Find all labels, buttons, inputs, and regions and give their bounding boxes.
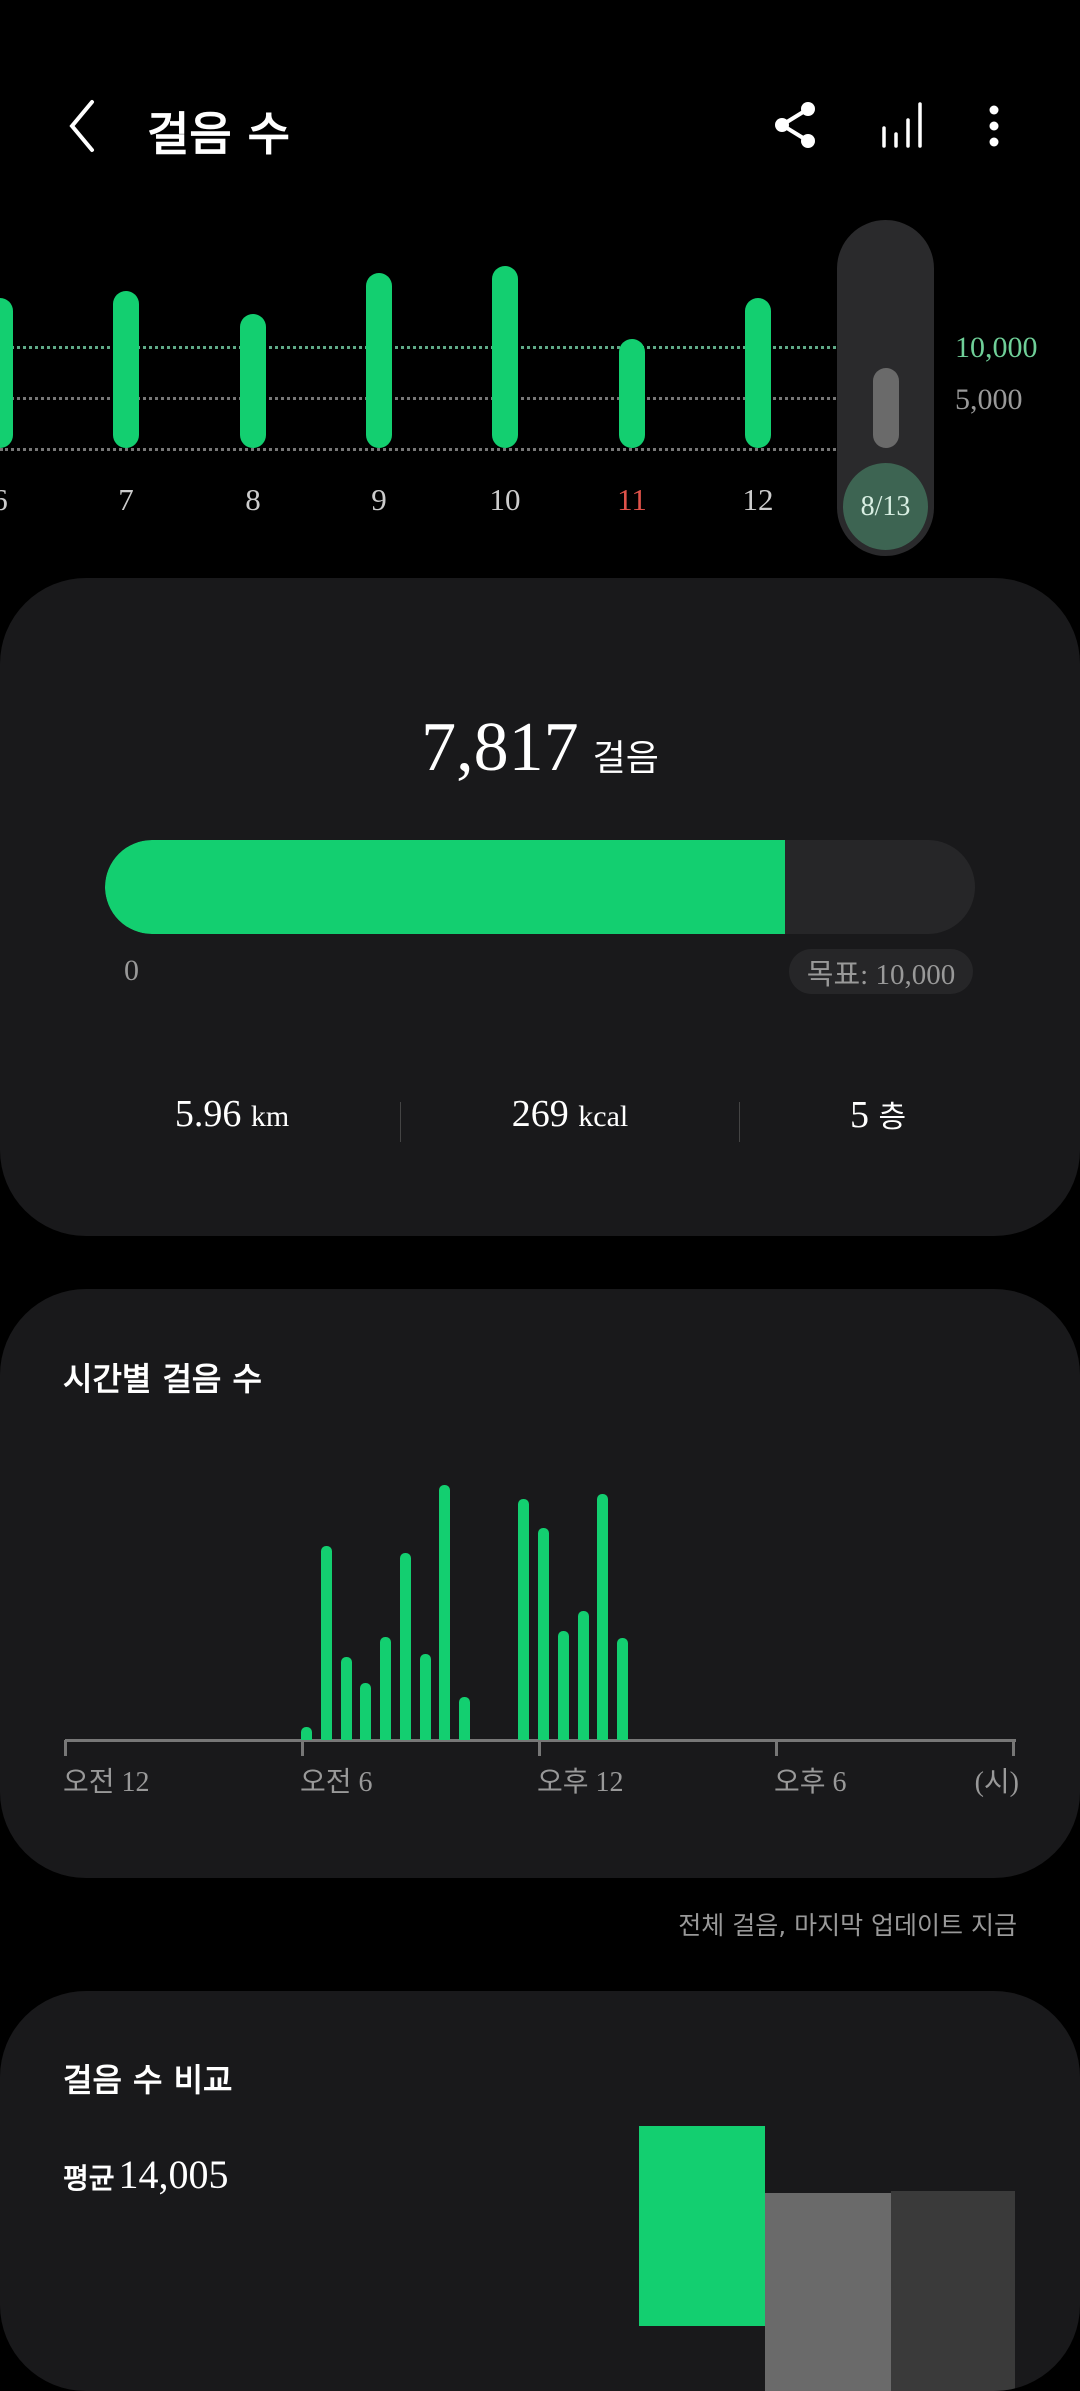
- weekly-bar-11[interactable]: [619, 338, 645, 448]
- x-axis-label: 오후 12: [537, 1767, 624, 1798]
- more-options-button[interactable]: [982, 104, 1006, 148]
- compare-bar-me: [639, 2126, 765, 2326]
- hourly-bar: [340, 1657, 352, 1740]
- distance-unit: km: [250, 1100, 290, 1133]
- hourly-bar: [518, 1498, 530, 1740]
- day-label[interactable]: 8: [245, 482, 261, 517]
- hourly-bar: [380, 1636, 391, 1740]
- divider: [739, 1102, 740, 1142]
- distance-stat: 5.96 km: [82, 1092, 382, 1136]
- back-chevron-icon: [69, 100, 94, 152]
- hourly-bar: [399, 1552, 411, 1740]
- x-axis-tick: [1012, 1740, 1015, 1756]
- hourly-bar: [538, 1527, 549, 1740]
- summary-card: 7,817 걸음 0 목표: 10,000 5.96 km 269 kcal 5…: [0, 578, 1080, 1236]
- day-label[interactable]: 6: [0, 482, 8, 517]
- chart-bars-icon: [882, 102, 922, 148]
- floors-value: 5: [849, 1094, 869, 1136]
- x-axis-label: 오전 6: [300, 1767, 373, 1798]
- hourly-title: 시간별 걸음 수: [63, 1360, 262, 1398]
- compare-title: 걸음 수 비교: [63, 2061, 233, 2099]
- gridline-5000: [0, 397, 836, 400]
- goal-progress-fill: [105, 840, 786, 934]
- hourly-bar: [320, 1546, 332, 1740]
- compare-bar-average: [765, 2193, 891, 2391]
- distance-value: 5.96: [174, 1093, 242, 1135]
- selected-day-label: 8/13: [860, 490, 911, 522]
- day-label[interactable]: 12: [742, 482, 774, 517]
- goal-label[interactable]: 목표: 10,000: [789, 949, 973, 994]
- weekly-bar-9[interactable]: [366, 272, 392, 448]
- gridline-10000: [0, 346, 836, 349]
- hourly-bar: [597, 1493, 609, 1740]
- hourly-bar: [577, 1610, 589, 1740]
- weekly-bar-6[interactable]: [0, 298, 13, 448]
- axis-label-5000: 5,000: [955, 383, 1023, 416]
- share-icon: [775, 102, 815, 148]
- day-label[interactable]: 9: [371, 482, 387, 517]
- x-axis-tick: [301, 1740, 304, 1756]
- x-axis-tick: [64, 1740, 67, 1756]
- back-button[interactable]: [60, 96, 104, 156]
- selected-day-badge[interactable]: 8/13: [843, 463, 928, 550]
- day-label[interactable]: 10: [489, 482, 521, 517]
- hourly-bar: [557, 1630, 569, 1740]
- calories-value: 269: [511, 1093, 569, 1135]
- average-prefix: 평균: [63, 2162, 115, 2195]
- day-label[interactable]: 7: [118, 482, 134, 517]
- average-label: 평균 14,005: [63, 2151, 229, 2198]
- page-title: 걸음 수: [147, 107, 290, 161]
- calories-stat: 269 kcal: [420, 1092, 720, 1136]
- hourly-bar: [360, 1683, 372, 1740]
- compare-card[interactable]: 걸음 수 비교 평균 14,005: [0, 1991, 1080, 2391]
- share-button[interactable]: [772, 100, 820, 150]
- goal-progress-bar: [105, 840, 975, 934]
- average-value: 14,005: [118, 2152, 229, 2197]
- calories-unit: kcal: [578, 1100, 629, 1133]
- step-count: 7,817 걸음: [0, 708, 1080, 788]
- weekly-bar-8[interactable]: [240, 314, 266, 448]
- day-label[interactable]: 11: [617, 482, 647, 517]
- weekly-bar-12[interactable]: [745, 298, 771, 448]
- step-count-unit: 걸음: [592, 738, 659, 779]
- hourly-bar: [439, 1485, 451, 1740]
- weekly-bar-7[interactable]: [113, 290, 139, 448]
- divider: [400, 1102, 401, 1142]
- x-axis-tick: [538, 1740, 541, 1756]
- x-axis-label: 오전 12: [63, 1767, 150, 1798]
- floors-unit: 층: [878, 1100, 907, 1135]
- x-axis-label: 오후 6: [774, 1767, 847, 1798]
- x-axis-tick: [775, 1740, 778, 1756]
- hourly-bar: [301, 1727, 312, 1740]
- compare-bar-other: [891, 2191, 1015, 2391]
- more-vertical-icon: [989, 105, 999, 147]
- selected-day-bar: [873, 368, 899, 448]
- hourly-bar: [459, 1697, 470, 1740]
- hourly-footnote: 전체 걸음, 마지막 업데이트 지금: [678, 1911, 1017, 1940]
- gridline-0: [0, 448, 836, 451]
- hourly-bar: [617, 1638, 628, 1740]
- goal-label-text: 목표: 10,000: [806, 958, 956, 991]
- chart-view-button[interactable]: [878, 100, 926, 150]
- progress-min-label: 0: [124, 954, 139, 987]
- floors-stat: 5 층: [728, 1092, 1028, 1137]
- selected-day-slider[interactable]: 8/13: [837, 220, 934, 556]
- step-count-value: 7,817: [421, 709, 579, 786]
- hourly-bar: [419, 1654, 431, 1740]
- x-axis-label: (시): [974, 1767, 1019, 1798]
- weekly-bar-10[interactable]: [492, 266, 518, 448]
- axis-label-10000: 10,000: [955, 331, 1038, 364]
